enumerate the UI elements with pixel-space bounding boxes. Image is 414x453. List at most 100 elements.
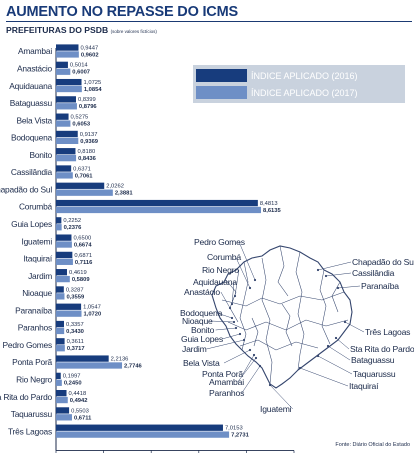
bar-2016 [56,390,67,397]
map-label: Anastácio [184,287,220,297]
bar-2016 [56,199,258,207]
chart-title: AUMENTO NO REPASSE DO ICMS [6,4,238,20]
category-label: Bataguassu [10,98,53,108]
map-label: Guia Lopes [181,334,223,344]
map-label: Ponta Porã [202,369,243,379]
bar-2017 [56,310,82,317]
bar-2017 [56,275,70,283]
map-label: Pedro Gomes [194,237,245,247]
data-label-2017: 0,6007 [72,70,90,76]
data-label-2017: 0,7116 [75,260,93,266]
bar-2016 [56,303,82,310]
map-leader-line [215,327,237,331]
data-label-2017: 0,7061 [75,173,94,179]
municipal-border [331,281,341,313]
map-leader-line [344,321,365,333]
source-note: Fonte: Diário Oficial do Estado [335,442,410,448]
map-leader-line [238,241,256,281]
data-label-2017: 0,2376 [64,225,83,231]
data-label-2016: 0,6871 [74,253,92,259]
map-marker [232,320,236,324]
map-marker [268,383,272,387]
map-leader-line [234,269,240,297]
map-label: Jardim [182,344,207,354]
data-label-2017: 2,7746 [124,363,143,369]
category-label: Sta Rita do Pardo [0,392,53,402]
category-label: Corumbá [19,202,53,212]
map-marker [230,302,234,306]
bar-2017 [56,345,65,352]
category-label: Itaquiraí [24,254,53,264]
map-leader-line [241,365,261,394]
category-label: Pedro Gomes [3,340,52,350]
bar-2016 [56,372,61,380]
data-label-2016: 0,3287 [66,287,84,293]
data-label-2016: 0,8180 [77,149,95,155]
category-label: Bonito [29,150,52,160]
map-leader-line [206,339,245,350]
map-marker [242,338,246,342]
bar-2017 [56,258,73,265]
map-marker [248,348,252,352]
data-label-2016: 2,0262 [106,184,124,190]
category-label: Rio Negro [16,375,52,385]
map-label: Bonito [191,325,215,335]
map-marker [230,316,234,320]
bar-2017 [56,172,73,179]
municipal-border [251,317,259,347]
data-label-2017: 0,2450 [64,381,82,387]
map-label: Paranaíba [361,281,399,291]
legend-item-2016: ÍNDICE APLICADO (2016) [196,69,358,82]
bar-2017 [56,137,79,144]
category-label: Bela Vista [16,115,52,125]
bar-2016 [56,234,72,241]
bar-2016 [56,44,79,51]
title-divider [6,21,412,22]
bar-2016 [56,338,65,345]
map-leader-line [317,261,352,271]
map-label: Bodoquena [180,308,223,318]
map-marker [316,354,320,358]
map-label: Paranhos [209,388,244,398]
map-marker [326,344,330,348]
category-label: Jardim [28,271,52,281]
data-label-2017: 0,8436 [78,156,97,162]
bar-2016 [56,96,76,103]
bar-2017 [56,396,68,404]
map-leader-line [327,345,351,361]
bar-2016 [56,286,64,293]
chart-subtitle: PREFEITURAS DO PSDB (sobre valores fictí… [6,25,157,35]
municipal-border [319,269,331,345]
map-marker [253,278,257,282]
data-label-2017: 0,3717 [67,346,85,352]
map-leader-line [221,333,241,340]
municipal-border [239,339,319,351]
bar-2016 [56,251,73,259]
data-label-2016: 0,4619 [69,270,87,276]
data-label-2017: 1,0854 [84,87,103,93]
data-label-2016: 2,2136 [111,356,129,362]
map-label: Taquarussu [353,369,396,379]
data-label-2016: 8,4813 [260,201,278,207]
data-label-2017: 0,9369 [80,139,99,145]
map-label: Bela Vista [183,358,220,368]
map-leader-line [216,312,233,319]
bar-2017 [56,85,82,93]
map-leader-line [299,367,349,387]
map-label: Chapadão do Sul [352,257,414,267]
bar-2016 [56,148,76,155]
data-label-2017: 0,4942 [70,398,88,404]
bar-2017 [56,362,123,369]
data-label-2017: 0,3430 [66,329,84,335]
category-label: Guia Lopes [11,219,52,229]
legend: ÍNDICE APLICADO (2016) ÍNDICE APLICADO (… [193,65,405,103]
bar-2017 [56,431,230,438]
data-label-2016: 0,5275 [71,115,89,121]
category-label: Taquarussu [11,409,53,419]
map-leader-line [210,320,235,323]
data-label-2017: 2,3881 [115,191,134,197]
subtitle-text: PREFEITURAS DO PSDB [6,25,109,35]
map-marker [258,364,262,368]
municipal-border [221,291,345,307]
category-label: Três Lagoas [8,426,52,436]
